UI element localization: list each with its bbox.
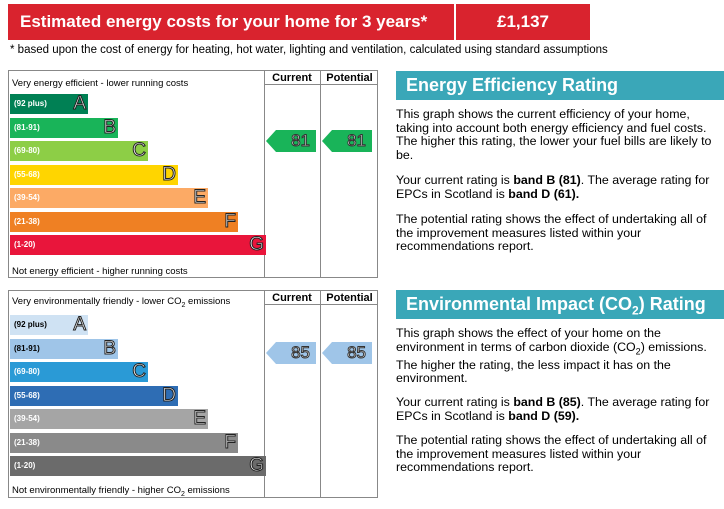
efficiency-band-range: (69-80)	[14, 146, 40, 155]
environment-band-f: (21-38) F	[10, 431, 238, 453]
environment-current-arrow: 85	[266, 342, 316, 364]
environment-average-band: band D (59).	[508, 408, 580, 423]
energy-cost-value: £1,137	[497, 12, 549, 31]
efficiency-band-range: (81-91)	[14, 122, 40, 132]
efficiency-band-range: (92 plus)	[14, 99, 47, 108]
efficiency-header-line	[264, 84, 378, 85]
efficiency-rating-title: Energy Efficiency Rating	[396, 71, 724, 100]
efficiency-potential-text: The potential rating shows the effect of…	[396, 212, 707, 254]
efficiency-current-header: Current	[272, 72, 312, 84]
efficiency-band: band B (81)	[513, 173, 581, 187]
efficiency-band-range: (1-20)	[14, 240, 36, 249]
environment-band-range: (92 plus)	[14, 320, 47, 329]
environment-bottom-label: Not environmentally friendly - higher CO…	[12, 485, 230, 498]
efficiency-band-f: (21-38) F	[10, 210, 238, 232]
environment-band: band B (85)	[513, 395, 581, 409]
efficiency-bottom-label: Not energy efficient - higher running co…	[12, 266, 188, 277]
environment-band-range: (1-20)	[14, 461, 36, 470]
environment-col-divider-1	[264, 290, 265, 498]
efficiency-current-rating-text: Your current rating is band B (81). The …	[396, 173, 710, 201]
environment-band-letter: F	[224, 431, 237, 453]
efficiency-chart	[8, 70, 378, 278]
efficiency-current-arrow: 81	[266, 130, 316, 152]
environment-potential-arrow: 85	[322, 342, 372, 364]
environment-band-d: (55-68) D	[10, 384, 178, 406]
environment-top-label: Very environmentally friendly - lower CO…	[12, 296, 231, 309]
environment-band-letter: A	[73, 314, 87, 335]
environment-potential-text: The potential rating shows the effect of…	[396, 433, 707, 475]
efficiency-col-divider-1	[264, 70, 265, 278]
efficiency-potential-header: Potential	[326, 72, 373, 84]
environment-band-c: (69-80) C	[10, 361, 148, 382]
environment-band-range: (55-68)	[14, 390, 40, 400]
efficiency-band-d: (55-68) D	[10, 163, 178, 185]
energy-cost-bar	[8, 4, 590, 40]
efficiency-band-a: (92 plus) A	[10, 93, 88, 114]
environment-rating-title: Environmental Impact (CO2) Rating	[396, 290, 724, 319]
energy-cost-label: Estimated energy costs for your home for…	[20, 12, 428, 31]
efficiency-band-e: (39-54) E	[10, 187, 208, 208]
environment-current-rating-text: Your current rating is band B (85). The …	[396, 395, 710, 423]
efficiency-average-band: band D (61).	[508, 186, 580, 201]
efficiency-top-label: Very energy efficient - lower running co…	[12, 78, 189, 89]
efficiency-current-value: 81	[291, 131, 311, 151]
cost-divider	[454, 4, 456, 40]
environment-description: This graph shows the effect of your home…	[396, 326, 707, 386]
environment-band-e: (39-54) E	[10, 408, 208, 429]
environment-band-letter: E	[193, 408, 207, 429]
environment-band-letter: D	[162, 384, 177, 406]
environment-potential-value: 85	[347, 343, 367, 363]
environment-col-divider-2	[320, 290, 321, 498]
efficiency-band-letter: G	[249, 234, 265, 255]
environment-band-letter: C	[132, 361, 147, 382]
efficiency-band-c: (69-80) C	[10, 140, 148, 161]
efficiency-band-range: (39-54)	[14, 193, 40, 202]
environment-band-letter: B	[103, 337, 117, 359]
environment-current-value: 85	[291, 343, 311, 363]
environment-band-g: (1-20) G	[10, 455, 266, 476]
environment-band-b: (81-91) B	[10, 337, 118, 359]
environment-band-range: (21-38)	[14, 437, 40, 447]
environment-band-a: (92 plus) A	[10, 314, 88, 335]
efficiency-col-divider-2	[320, 70, 321, 278]
efficiency-band-g: (1-20) G	[10, 234, 266, 255]
efficiency-description: This graph shows the current efficiency …	[396, 107, 712, 162]
efficiency-band-letter: F	[224, 210, 237, 232]
efficiency-band-letter: B	[103, 116, 117, 138]
environment-current-header: Current	[272, 292, 312, 304]
environment-potential-header: Potential	[326, 292, 373, 304]
efficiency-band-range: (21-38)	[14, 216, 40, 226]
environment-band-range: (69-80)	[14, 367, 40, 376]
environment-chart	[8, 290, 378, 498]
environment-band-range: (81-91)	[14, 343, 40, 353]
environment-band-letter: G	[249, 455, 265, 476]
environment-header-line	[264, 304, 378, 305]
cost-footnote: * based upon the cost of energy for heat…	[10, 44, 608, 56]
efficiency-band-letter: D	[162, 163, 177, 185]
environment-band-range: (39-54)	[14, 414, 40, 423]
efficiency-band-letter: C	[132, 140, 147, 161]
efficiency-potential-value: 81	[347, 131, 367, 151]
efficiency-potential-arrow: 81	[322, 130, 372, 152]
efficiency-band-letter: A	[73, 93, 87, 114]
efficiency-band-range: (55-68)	[14, 169, 40, 179]
efficiency-band-letter: E	[193, 187, 207, 208]
efficiency-band-b: (81-91) B	[10, 116, 118, 138]
